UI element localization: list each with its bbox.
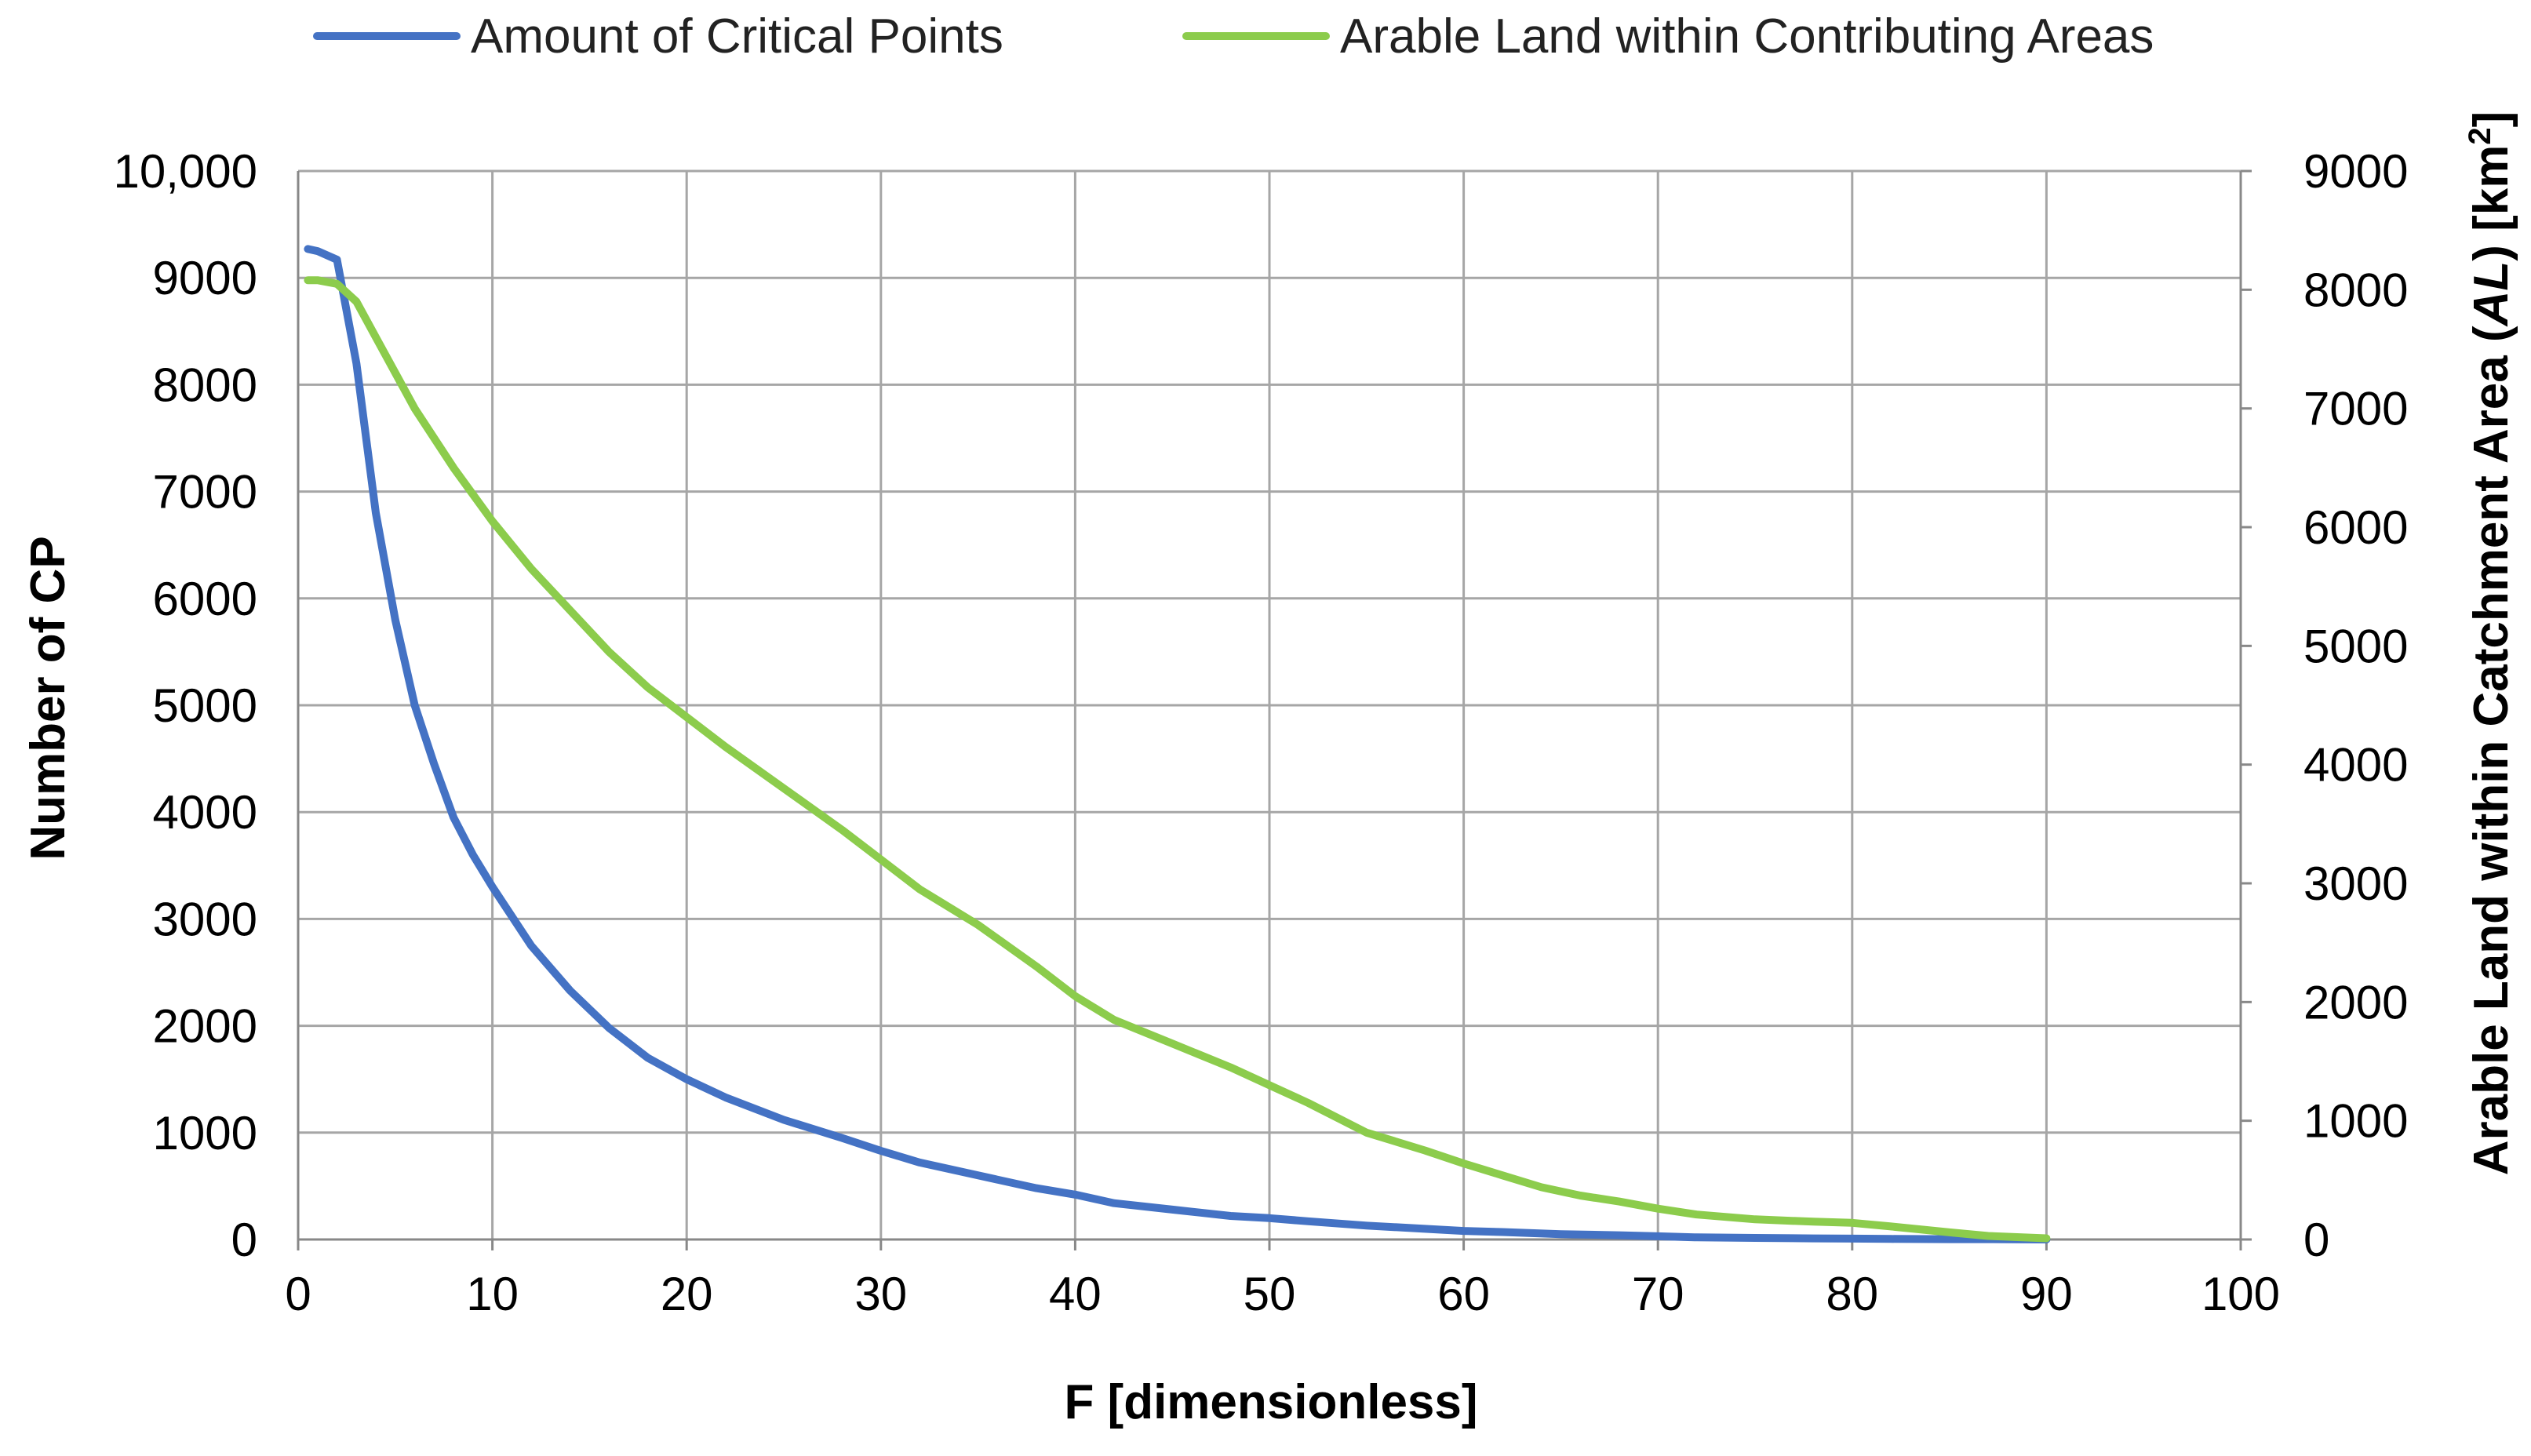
y-tick-label: 6000 bbox=[153, 573, 257, 625]
x-tick-label: 60 bbox=[1437, 1268, 1490, 1320]
x-tick-label: 100 bbox=[2201, 1268, 2280, 1320]
x-tick-label: 80 bbox=[1826, 1268, 1878, 1320]
y-tick-label: 10,000 bbox=[113, 145, 257, 198]
y2-axis-title-superscript: 2 bbox=[2463, 127, 2497, 144]
legend-label-arable-land: Arable Land within Contributing Areas bbox=[1340, 9, 2154, 64]
y-tick-label: 2000 bbox=[153, 1000, 257, 1053]
y2-tick-label: 6000 bbox=[2303, 501, 2408, 554]
legend: Amount of Critical Points Arable Land wi… bbox=[313, 9, 2154, 64]
y2-tick-label: 8000 bbox=[2303, 264, 2408, 316]
y-tick-label: 5000 bbox=[153, 679, 257, 732]
x-tick-label: 40 bbox=[1049, 1268, 1102, 1320]
y-tick-label: 7000 bbox=[153, 466, 257, 519]
y-tick-label: 0 bbox=[231, 1214, 257, 1266]
x-tick-label: 30 bbox=[854, 1268, 907, 1320]
y-tick-label: 9000 bbox=[153, 252, 257, 304]
x-tick-label: 90 bbox=[2020, 1268, 2073, 1320]
y2-axis-title-al: AL bbox=[2464, 261, 2518, 328]
series-line-critical-points bbox=[304, 245, 2051, 1243]
x-axis-title: F [dimensionless] bbox=[1064, 1375, 1477, 1429]
y-tick-label: 8000 bbox=[153, 359, 257, 411]
x-tick-label: 50 bbox=[1244, 1268, 1296, 1320]
y2-axis-title-part-3: ] bbox=[2464, 111, 2518, 128]
y-tick-label: 3000 bbox=[153, 893, 257, 945]
y2-axis-title: Arable Land within Catchment Area (AL) [… bbox=[2463, 111, 2518, 1176]
y2-tick-label: 1000 bbox=[2303, 1095, 2408, 1148]
x-tick-label: 10 bbox=[466, 1268, 519, 1320]
legend-label-critical-points: Amount of Critical Points bbox=[471, 9, 1003, 64]
x-tick-label: 70 bbox=[1632, 1268, 1684, 1320]
series-layer bbox=[304, 245, 2051, 1243]
y2-tick-label: 7000 bbox=[2303, 383, 2408, 435]
x-tick-label: 0 bbox=[285, 1268, 311, 1320]
x-tick-label: 20 bbox=[661, 1268, 713, 1320]
y-tick-label: 1000 bbox=[153, 1107, 257, 1159]
y2-tick-label: 2000 bbox=[2303, 976, 2408, 1028]
grid-lines bbox=[297, 169, 2242, 1241]
y2-axis-title-part-2: ) [km bbox=[2464, 145, 2518, 261]
y2-tick-label: 9000 bbox=[2303, 145, 2408, 198]
y2-tick-label: 3000 bbox=[2303, 857, 2408, 910]
series-line-arable-land bbox=[304, 276, 2051, 1243]
y-axis-title: Number of CP bbox=[21, 536, 75, 860]
y2-tick-label: 0 bbox=[2303, 1214, 2329, 1266]
y2-tick-label: 5000 bbox=[2303, 620, 2408, 672]
tick-labels: 0 10 20 30 40 50 60 70 80 90 100010002000300040005… bbox=[113, 145, 2408, 1320]
y2-tick-label: 4000 bbox=[2303, 739, 2408, 792]
y2-axis-title-part-1: Arable Land within Catchment Area ( bbox=[2464, 326, 2518, 1175]
y-tick-label: 4000 bbox=[153, 786, 257, 839]
